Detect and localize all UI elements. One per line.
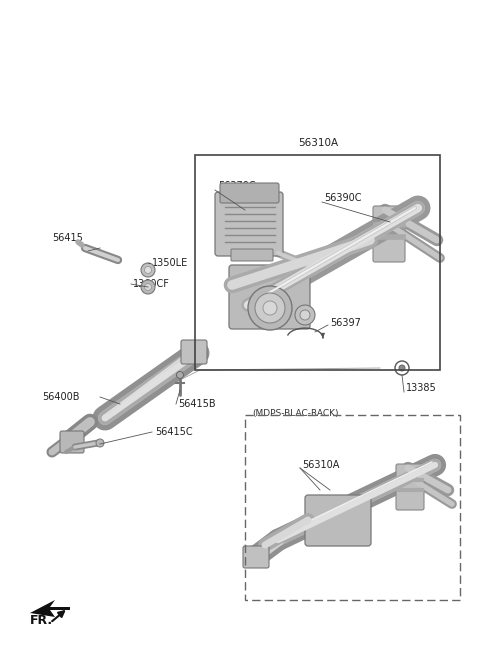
- Circle shape: [141, 263, 155, 277]
- Text: 56415B: 56415B: [178, 399, 216, 409]
- Text: 1350LE: 1350LE: [152, 258, 188, 268]
- Text: 56370C: 56370C: [218, 181, 256, 191]
- Text: 56310A: 56310A: [298, 138, 338, 148]
- FancyBboxPatch shape: [305, 495, 371, 546]
- Circle shape: [255, 293, 285, 323]
- FancyBboxPatch shape: [231, 249, 273, 261]
- Text: 56415: 56415: [52, 233, 83, 243]
- Circle shape: [96, 439, 104, 447]
- Bar: [245, 415, 460, 600]
- Text: (MDPS-BLAC-RACK): (MDPS-BLAC-RACK): [252, 409, 338, 418]
- FancyBboxPatch shape: [220, 183, 279, 203]
- Bar: [195, 155, 440, 370]
- Circle shape: [144, 284, 152, 290]
- Polygon shape: [30, 600, 70, 617]
- Circle shape: [177, 371, 183, 378]
- FancyBboxPatch shape: [396, 464, 424, 510]
- FancyBboxPatch shape: [181, 340, 207, 364]
- Circle shape: [295, 305, 315, 325]
- Text: 56397: 56397: [330, 318, 361, 328]
- Text: 56400B: 56400B: [42, 392, 80, 402]
- Text: FR.: FR.: [30, 614, 53, 627]
- FancyBboxPatch shape: [229, 265, 310, 329]
- FancyBboxPatch shape: [60, 431, 84, 453]
- Text: 56390C: 56390C: [324, 193, 361, 203]
- FancyBboxPatch shape: [373, 206, 405, 262]
- FancyBboxPatch shape: [215, 192, 283, 256]
- Text: 1360CF: 1360CF: [133, 279, 170, 289]
- Circle shape: [300, 310, 310, 320]
- Text: 56415C: 56415C: [155, 427, 192, 437]
- Circle shape: [141, 280, 155, 294]
- Circle shape: [144, 267, 152, 273]
- Circle shape: [399, 365, 405, 371]
- Text: 13385: 13385: [406, 383, 437, 393]
- Text: 56310A: 56310A: [302, 460, 339, 470]
- Circle shape: [263, 301, 277, 315]
- FancyBboxPatch shape: [243, 546, 269, 568]
- Circle shape: [248, 286, 292, 330]
